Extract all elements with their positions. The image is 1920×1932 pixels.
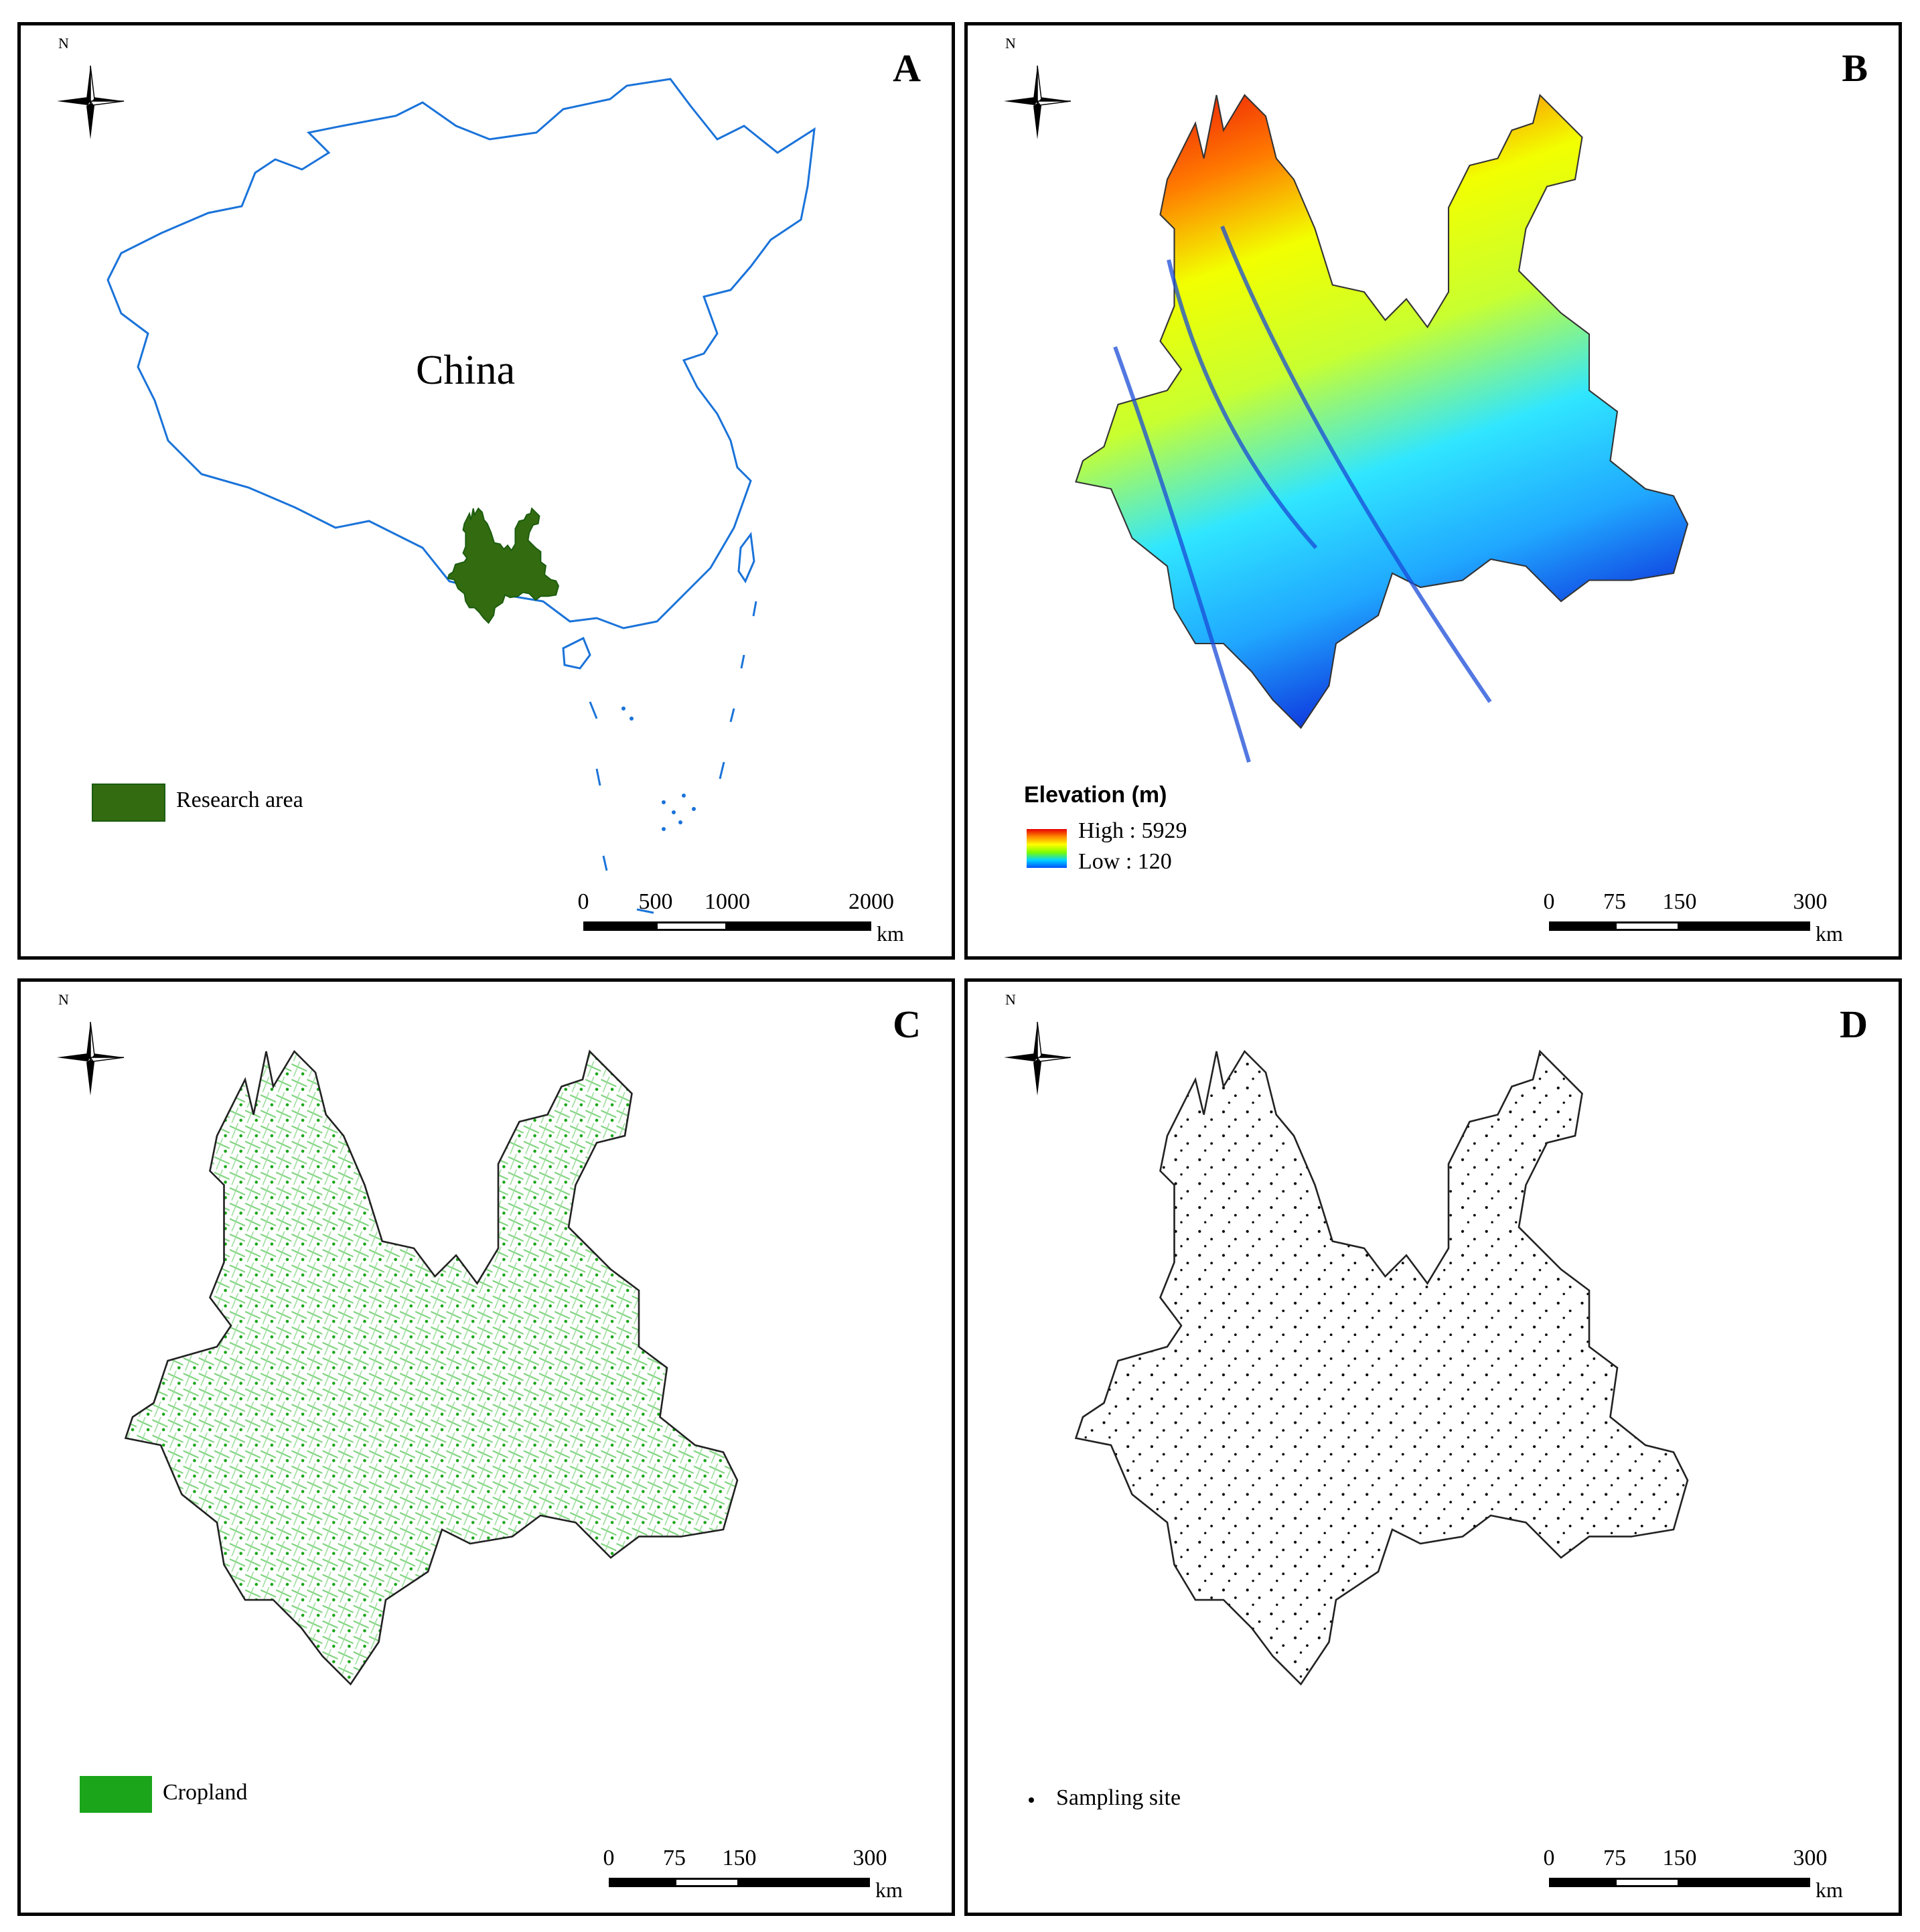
north-arrow-icon xyxy=(57,1021,125,1096)
north-label: N xyxy=(58,991,69,1008)
scale-unit: km xyxy=(877,921,904,946)
elevation-color-ramp xyxy=(1027,829,1067,868)
scale-tick: 300 xyxy=(1793,1846,1828,1870)
north-label: N xyxy=(1005,35,1016,52)
legend-low-label: Low : 120 xyxy=(1078,849,1172,874)
country-label: China xyxy=(416,348,516,393)
north-arrow-icon xyxy=(1004,1021,1072,1096)
river-valleys xyxy=(1113,225,1492,763)
legend-high-label: High : 5929 xyxy=(1078,818,1187,843)
legend-label: Sampling site xyxy=(1056,1785,1181,1810)
panel-letter: A xyxy=(893,46,921,90)
north-arrow-icon xyxy=(1004,65,1072,139)
cropland-map xyxy=(80,1050,739,1813)
scale-tick: 0 xyxy=(1543,889,1555,914)
china-outline xyxy=(106,78,816,629)
nine-dash-line xyxy=(589,601,757,914)
panel-letter: B xyxy=(1842,46,1868,90)
panel-d: D N Sampling site 0 75 150 300 km xyxy=(964,978,1902,1916)
scale-bar: 0 75 150 300 km xyxy=(603,1846,944,1906)
panel-a: A N China Research area 0 500 100 xyxy=(17,22,955,960)
elevation-map xyxy=(1075,94,1689,763)
scale-tick: 500 xyxy=(638,889,673,914)
scale-tick: 75 xyxy=(663,1846,686,1870)
taiwan-island xyxy=(737,532,755,584)
north-label: N xyxy=(1005,991,1016,1008)
panel-c: C N Cropland 0 75 150 300 km xyxy=(17,978,955,1916)
china-map xyxy=(92,78,816,914)
sampling-site-symbol xyxy=(1029,1797,1034,1803)
scale-tick: 75 xyxy=(1603,889,1626,914)
scale-tick: 2000 xyxy=(848,889,894,914)
scale-tick: 0 xyxy=(603,1846,615,1870)
cropland-swatch xyxy=(80,1776,152,1813)
panel-letter: D xyxy=(1840,1002,1868,1046)
panel-b: B N Elevation (m) High : 5929 Low : 120 … xyxy=(964,22,1902,960)
scale-unit: km xyxy=(1816,921,1843,946)
north-label: N xyxy=(58,35,69,52)
north-arrow-icon xyxy=(57,65,125,139)
scale-tick: 75 xyxy=(1603,1846,1626,1870)
panel-letter: C xyxy=(893,1002,921,1046)
scale-tick: 150 xyxy=(1662,889,1697,914)
hainan-island xyxy=(562,636,591,670)
research-area-swatch xyxy=(92,784,165,822)
scale-unit: km xyxy=(1816,1878,1843,1902)
legend-title: Elevation (m) xyxy=(1024,782,1167,808)
scale-tick: 150 xyxy=(1662,1846,1697,1870)
scale-bar: 0 75 150 300 km xyxy=(1544,889,1884,950)
scale-bar: 0 75 150 300 km xyxy=(1544,1846,1884,1906)
scale-tick: 0 xyxy=(1543,1846,1555,1870)
scale-tick: 300 xyxy=(853,1846,887,1870)
sampling-site-map xyxy=(1029,1050,1689,1803)
scale-tick: 150 xyxy=(722,1846,757,1870)
legend-label: Cropland xyxy=(163,1780,248,1805)
scale-bar: 0 500 1000 2000 km xyxy=(578,889,918,950)
scale-tick: 1000 xyxy=(705,889,750,914)
scale-unit: km xyxy=(875,1878,903,1902)
scale-tick: 0 xyxy=(577,889,589,914)
scale-tick: 300 xyxy=(1793,889,1828,914)
legend-label: Research area xyxy=(176,788,303,812)
south-china-sea-islands xyxy=(621,707,696,831)
